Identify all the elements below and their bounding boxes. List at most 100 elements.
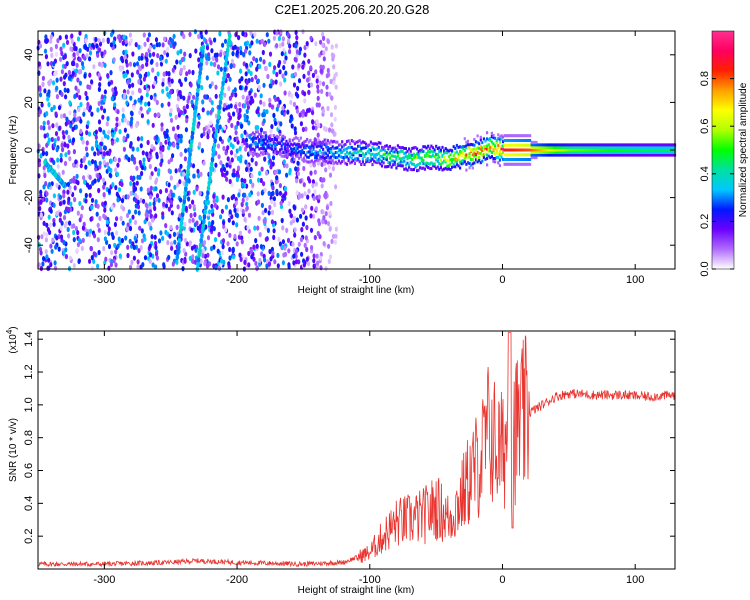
noise-speck [333, 104, 337, 110]
noise-speck [272, 228, 276, 234]
ridge-cell [349, 161, 352, 165]
ridge-cell [325, 156, 328, 160]
noise-speck [153, 112, 157, 118]
ridge-cell [392, 154, 395, 158]
ridge-cell [266, 146, 269, 150]
ridge-cell [595, 151, 599, 154]
noise-speck [265, 263, 269, 269]
noise-speck [168, 169, 172, 175]
noise-speck [166, 92, 170, 98]
noise-speck [131, 82, 135, 88]
noise-speck [138, 225, 142, 231]
noise-speck [152, 51, 156, 57]
ridge-cell [423, 154, 427, 158]
noise-speck [122, 34, 126, 40]
ridge-cell [495, 148, 498, 152]
ridge-cell [302, 140, 306, 144]
ridge-cell [645, 143, 648, 147]
noise-speck [94, 134, 98, 140]
noise-streak [198, 242, 203, 249]
noise-speck [75, 68, 79, 74]
noise-speck [38, 43, 43, 49]
ridge-cell [322, 147, 325, 151]
ridge-cell [366, 150, 369, 154]
noise-speck [307, 58, 311, 64]
ridge-cell [573, 153, 576, 157]
noise-speck [179, 151, 183, 157]
noise-speck [247, 212, 252, 218]
noise-speck [196, 123, 200, 129]
ridge-cell [605, 143, 608, 147]
ridge-cell [535, 140, 538, 144]
noise-speck [144, 202, 148, 208]
ridge-cell [659, 148, 662, 152]
ridge-cell [672, 151, 675, 154]
ridge-cell [368, 148, 371, 151]
noise-speck [161, 81, 165, 87]
noise-speck [206, 235, 211, 241]
ridge-cell [275, 143, 278, 146]
noise-streak [225, 51, 229, 58]
noise-speck [78, 200, 82, 207]
ridge-cell [537, 146, 540, 149]
ridge-cell [672, 143, 675, 147]
ridge-cell [330, 161, 333, 165]
ridge-cell [336, 156, 339, 159]
ridge-cell [486, 131, 489, 135]
ridge-cell [384, 152, 387, 156]
noise-speck [84, 33, 88, 39]
ridge-cell [283, 154, 286, 158]
ridge-cell [365, 142, 368, 146]
noise-speck [157, 42, 161, 48]
noise-speck [272, 69, 276, 75]
ridge-cell [443, 155, 446, 159]
noise-speck [110, 231, 114, 237]
noise-speck [209, 246, 214, 252]
ridge-cell [638, 143, 642, 147]
noise-speck [171, 261, 175, 267]
ridge-cell [548, 153, 551, 157]
noise-speck [289, 220, 293, 226]
noise-speck [238, 146, 242, 152]
ridge-cell [264, 131, 267, 135]
noise-speck [128, 225, 133, 232]
ridge-cell [546, 148, 549, 152]
noise-speck [212, 226, 216, 232]
ridge-cell [274, 147, 277, 151]
ridge-cell [664, 148, 667, 152]
ridge-cell [373, 153, 376, 157]
ridge-cell [256, 142, 259, 146]
ridge-cell [629, 153, 632, 157]
noise-speck [319, 39, 323, 45]
noise-speck [274, 96, 278, 102]
noise-speck [64, 34, 68, 40]
ridge-cell [460, 159, 463, 163]
noise-speck [330, 238, 334, 244]
noise-speck [93, 151, 97, 157]
ridge-cell [261, 143, 264, 147]
ridge-cell [492, 148, 495, 152]
noise-speck [276, 263, 280, 269]
noise-speck [55, 85, 59, 91]
noise-speck [326, 221, 331, 227]
ridge-cell [336, 140, 339, 144]
noise-speck [50, 106, 54, 113]
ridge-cell [638, 148, 642, 152]
noise-speck [52, 142, 57, 148]
ridge-cell [603, 153, 607, 157]
ridge-cell [285, 150, 288, 154]
noise-speck [201, 248, 206, 254]
ridge-cell [318, 155, 321, 159]
noise-speck [307, 107, 311, 113]
noise-speck [131, 51, 135, 57]
ridge-cell [529, 158, 532, 161]
ridge-cell [428, 147, 431, 151]
ridge-cell [656, 148, 659, 152]
noise-speck [183, 258, 187, 264]
ridge-cell [447, 149, 450, 153]
ridge-cell [661, 146, 664, 149]
noise-speck [52, 159, 56, 166]
noise-speck [150, 234, 154, 240]
ridge-cell [380, 164, 384, 168]
noise-speck [117, 157, 121, 163]
